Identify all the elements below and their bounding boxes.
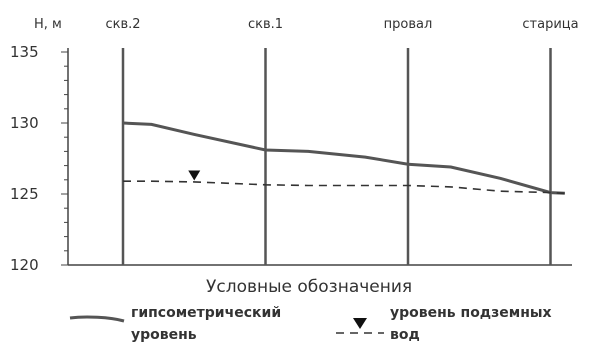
legend-water-label-1: уровень подземных <box>390 305 552 321</box>
legend-surface-swatch <box>69 315 125 323</box>
well-label: провал <box>384 17 433 32</box>
y-axis-label: Н, м <box>34 17 62 32</box>
legend-water-marker-icon <box>353 318 367 329</box>
well-label: старица <box>522 17 578 32</box>
legend-surface-label-2: уровень <box>131 327 197 343</box>
series-surface-level <box>122 121 565 195</box>
legend-surface-label-1: гипсометрический <box>131 305 281 321</box>
well-label: скв.2 <box>105 17 140 32</box>
series-groundwater-level <box>123 180 565 195</box>
minor-ticks <box>61 51 68 266</box>
legend-water-label-2: вод <box>390 327 420 343</box>
legend-title: Условные обозначения <box>206 277 412 297</box>
y-tick-labels: 135 130 125 120 <box>10 43 39 274</box>
well-label: скв.1 <box>248 17 283 32</box>
y-tick-label: 120 <box>10 256 39 274</box>
y-tick-label: 125 <box>10 185 39 203</box>
y-tick-label: 135 <box>10 43 39 61</box>
wells: скв.2 скв.1 провал старица <box>105 17 579 265</box>
groundwater-marker-icon <box>188 170 201 181</box>
y-tick-label: 130 <box>10 114 39 132</box>
